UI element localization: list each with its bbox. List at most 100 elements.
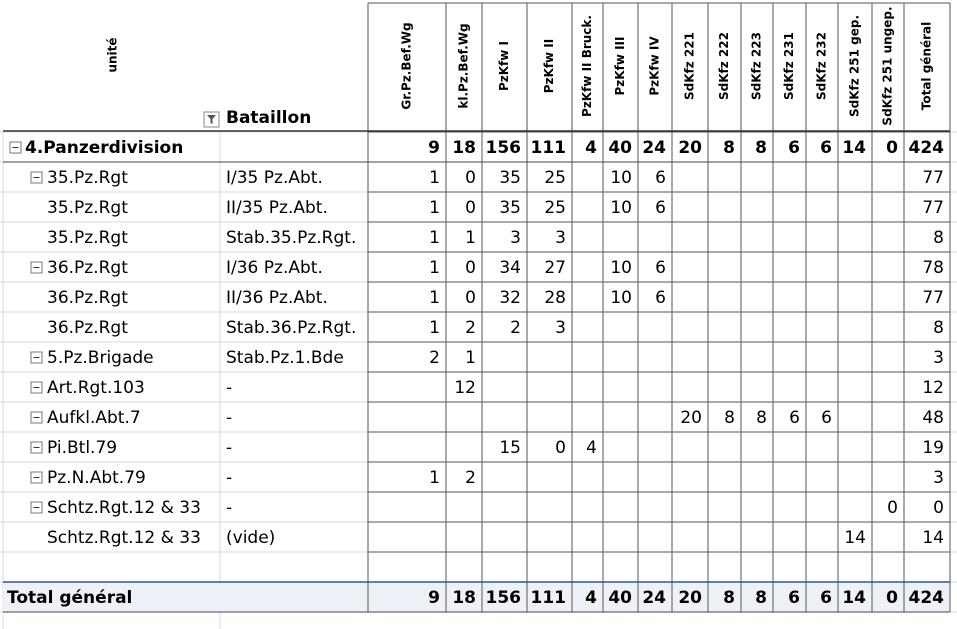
- value-cell: 3: [510, 228, 521, 248]
- bataillon-label: Stab.36.Pz.Rgt.: [226, 318, 356, 338]
- value-cell: 4: [586, 438, 597, 458]
- value-cell: 25: [544, 168, 566, 188]
- value-cell: 0: [886, 588, 898, 608]
- bataillon-label: Stab.Pz.1.Bde: [226, 348, 344, 368]
- value-cell: 48: [922, 408, 944, 428]
- collapse-toggle[interactable]: [30, 501, 43, 514]
- collapse-toggle[interactable]: [30, 351, 43, 364]
- value-cell: 424: [909, 588, 945, 608]
- row-label: Schtz.Rgt.12 & 33: [47, 498, 201, 518]
- value-cell: 18: [452, 588, 476, 608]
- value-cell: 0: [465, 258, 476, 278]
- value-cell: 8: [724, 408, 735, 428]
- bataillon-label: -: [226, 408, 232, 428]
- value-cell: 1: [429, 168, 440, 188]
- value-cell: 8: [756, 408, 767, 428]
- row-label: 36.Pz.Rgt: [47, 288, 128, 308]
- value-cell: 8: [723, 138, 735, 158]
- filter-icon[interactable]: [203, 111, 220, 128]
- value-cell: 6: [789, 408, 800, 428]
- value-cell: 40: [608, 588, 632, 608]
- collapse-toggle[interactable]: [30, 261, 43, 274]
- column-header: SdKfz 222: [717, 32, 731, 100]
- value-cell: 10: [610, 288, 632, 308]
- collapse-toggle[interactable]: [30, 171, 43, 184]
- row-label: 35.Pz.Rgt: [47, 168, 128, 188]
- value-cell: 2: [465, 468, 476, 488]
- value-cell: 6: [788, 138, 800, 158]
- value-cell: 12: [922, 378, 944, 398]
- row-label: 35.Pz.Rgt: [47, 228, 128, 248]
- value-cell: 12: [454, 378, 476, 398]
- value-cell: 1: [429, 288, 440, 308]
- value-cell: 24: [642, 138, 666, 158]
- value-cell: 6: [655, 168, 666, 188]
- bataillon-label: I/36 Pz.Abt.: [226, 258, 323, 278]
- row-label: 36.Pz.Rgt: [47, 258, 128, 278]
- collapse-toggle[interactable]: [30, 471, 43, 484]
- value-cell: 14: [844, 528, 866, 548]
- value-cell: 24: [642, 588, 666, 608]
- value-cell: 6: [655, 198, 666, 218]
- collapse-toggle[interactable]: [30, 381, 43, 394]
- value-cell: 1: [429, 258, 440, 278]
- bataillon-label: Stab.35.Pz.Rgt.: [226, 228, 356, 248]
- value-cell: 14: [842, 138, 866, 158]
- value-cell: 0: [555, 438, 566, 458]
- value-cell: 1: [429, 318, 440, 338]
- bataillon-label: I/35 Pz.Abt.: [226, 168, 323, 188]
- value-cell: 0: [465, 288, 476, 308]
- value-cell: 10: [610, 168, 632, 188]
- column-header: SdKfz 231: [782, 32, 796, 100]
- value-cell: 6: [821, 408, 832, 428]
- column-header: PzKfw II: [542, 39, 556, 94]
- column-header: Gr.Pz.Bef.Wg: [400, 22, 414, 109]
- value-cell: 2: [429, 348, 440, 368]
- row-label: Pi.Btl.79: [47, 438, 117, 458]
- column-header: PzKfw IV: [648, 36, 662, 96]
- value-cell: 156: [486, 588, 522, 608]
- bataillon-label: -: [226, 468, 232, 488]
- value-cell: 0: [933, 498, 944, 518]
- value-borders: [367, 2, 951, 613]
- value-cell: 25: [544, 198, 566, 218]
- value-cell: 20: [678, 138, 702, 158]
- value-cell: 0: [465, 198, 476, 218]
- value-cell: 6: [788, 588, 800, 608]
- value-cell: 8: [755, 588, 767, 608]
- value-cell: 32: [499, 288, 521, 308]
- collapse-toggle[interactable]: [9, 141, 22, 154]
- value-cell: 19: [922, 438, 944, 458]
- value-cell: 40: [608, 138, 632, 158]
- bataillon-label: (vide): [226, 528, 275, 548]
- collapse-toggle[interactable]: [30, 441, 43, 454]
- header-unite: unité: [106, 37, 120, 72]
- bataillon-label: -: [226, 498, 232, 518]
- value-cell: 35: [499, 168, 521, 188]
- row-label: Pz.N.Abt.79: [47, 468, 146, 488]
- value-cell: 10: [610, 198, 632, 218]
- column-header: SdKfz 251 ungep.: [881, 6, 895, 125]
- value-cell: 0: [465, 168, 476, 188]
- value-cell: 77: [922, 168, 944, 188]
- value-cell: 27: [544, 258, 566, 278]
- value-cell: 3: [933, 468, 944, 488]
- value-cell: 6: [655, 258, 666, 278]
- value-cell: 14: [842, 588, 866, 608]
- total-row-bg: [3, 582, 950, 612]
- value-cell: 14: [922, 528, 944, 548]
- value-cell: 6: [655, 288, 666, 308]
- value-cell: 111: [531, 588, 567, 608]
- value-cell: 156: [486, 138, 522, 158]
- row-label: Aufkl.Abt.7: [47, 408, 141, 428]
- bataillon-label: II/36 Pz.Abt.: [226, 288, 328, 308]
- value-cell: 1: [429, 468, 440, 488]
- value-cell: 8: [723, 588, 735, 608]
- value-cell: 9: [428, 138, 440, 158]
- value-cell: 3: [555, 228, 566, 248]
- collapse-toggle[interactable]: [30, 411, 43, 424]
- value-cell: 1: [429, 228, 440, 248]
- value-cell: 77: [922, 288, 944, 308]
- value-cell: 0: [886, 138, 898, 158]
